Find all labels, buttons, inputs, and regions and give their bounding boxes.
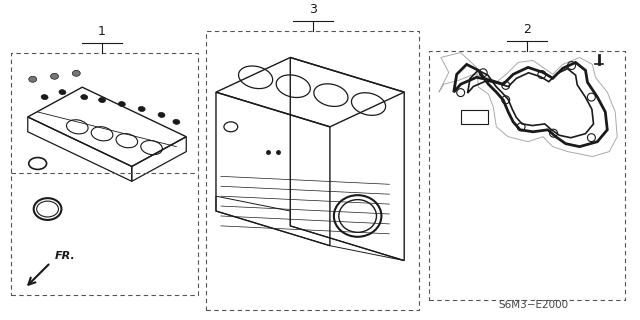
Ellipse shape xyxy=(29,76,36,82)
Ellipse shape xyxy=(118,101,125,107)
Ellipse shape xyxy=(138,107,145,111)
Ellipse shape xyxy=(81,95,88,100)
Ellipse shape xyxy=(41,95,48,100)
Text: S6M3−E2000: S6M3−E2000 xyxy=(498,300,568,310)
Ellipse shape xyxy=(158,112,165,117)
Ellipse shape xyxy=(173,119,180,124)
Ellipse shape xyxy=(72,70,80,76)
Ellipse shape xyxy=(59,90,66,95)
Text: FR.: FR. xyxy=(54,251,76,260)
Text: 2: 2 xyxy=(523,23,531,36)
Ellipse shape xyxy=(51,73,58,79)
Text: 3: 3 xyxy=(309,3,317,16)
Text: 1: 1 xyxy=(98,25,106,38)
Ellipse shape xyxy=(99,98,106,103)
